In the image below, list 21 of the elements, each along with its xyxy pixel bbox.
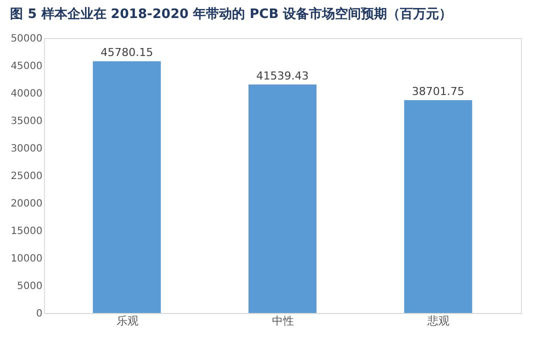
data-label: 38701.75 [412, 85, 464, 98]
x-tick-label: 乐观 [116, 314, 138, 328]
y-tick-label: 35000 [10, 116, 42, 127]
y-tick-label: 25000 [10, 171, 42, 182]
data-label: 41539.43 [256, 70, 309, 83]
y-tick-label: 45000 [10, 61, 42, 72]
y-tick-label: 15000 [10, 226, 42, 237]
y-tick-label: 5000 [17, 281, 42, 292]
bar [404, 100, 472, 313]
bar [248, 84, 316, 313]
y-tick-label: 20000 [10, 198, 42, 210]
data-label: 45780.15 [100, 46, 154, 60]
bar [92, 61, 161, 313]
y-tick-label: 50000 [10, 34, 42, 44]
x-tick-label: 中性 [272, 314, 294, 328]
x-tick-label: 悲观 [426, 314, 450, 328]
y-tick-label: 40000 [10, 88, 42, 100]
y-tick-label: 0 [36, 308, 42, 320]
chart-title: 图 5 样本企业在 2018-2020 年带动的 PCB 设备市场空间预期（百万元） [10, 6, 452, 22]
y-tick-label: 10000 [10, 254, 42, 264]
y-tick-label: 30000 [10, 144, 42, 154]
